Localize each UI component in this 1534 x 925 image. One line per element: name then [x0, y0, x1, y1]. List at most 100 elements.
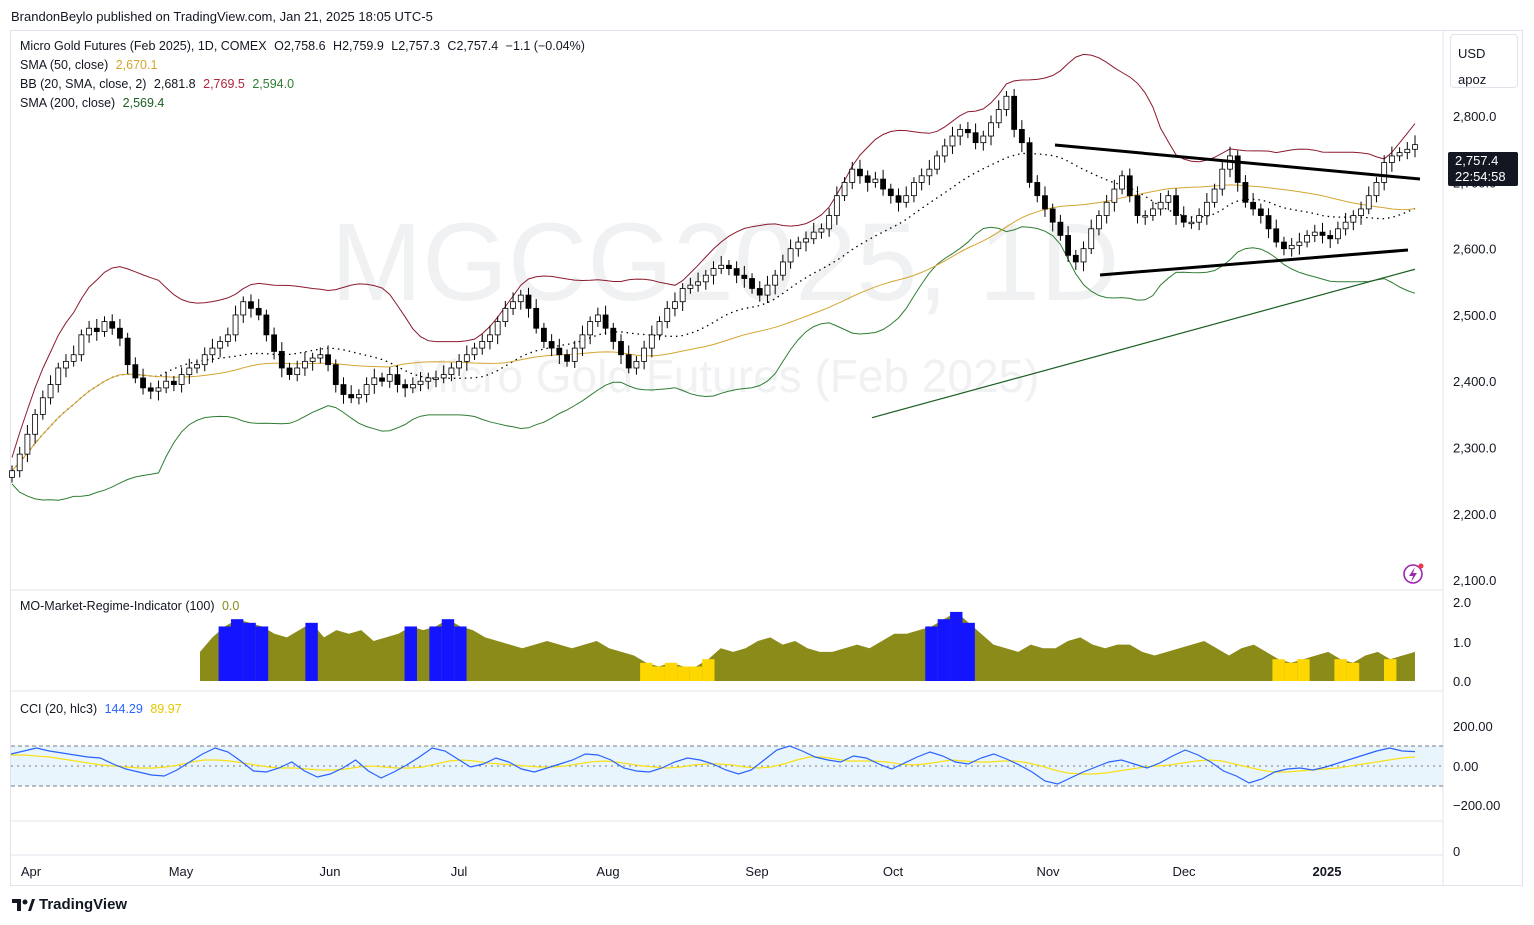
candle-body: [1381, 162, 1388, 183]
candle-body: [371, 377, 378, 385]
candle-body: [1311, 231, 1318, 236]
legend-symbol-row[interactable]: Micro Gold Futures (Feb 2025), 1D, COMEX…: [20, 39, 589, 53]
candle-body: [911, 182, 917, 197]
time-tick: Jul: [451, 864, 468, 879]
candle-body: [764, 284, 771, 296]
candle-body: [1173, 195, 1179, 216]
candle-body: [1049, 208, 1056, 223]
lower-trendline[interactable]: [1099, 248, 1409, 277]
candle-body: [302, 360, 308, 369]
bb-label: BB (20, SMA, close, 2): [20, 77, 147, 91]
bb-lower-line: [11, 226, 1416, 501]
candle-body: [140, 377, 146, 389]
candle-body: [1404, 148, 1411, 154]
regime-segment: [652, 666, 665, 681]
legend-sma200-row[interactable]: SMA (200, close) 2,569.4: [20, 96, 168, 110]
candle-body: [1203, 201, 1210, 216]
candle-body: [818, 228, 825, 233]
candle-body: [86, 327, 92, 336]
candle-body: [772, 274, 779, 286]
candle-body: [618, 341, 624, 356]
regime-segment: [677, 666, 690, 681]
candle-body: [47, 384, 54, 399]
last-price: 2,757.4: [1455, 153, 1499, 168]
mo-value: 0.0: [221, 599, 240, 613]
candle-body: [1103, 201, 1110, 216]
candle-body: [1088, 228, 1095, 250]
lightning-icon[interactable]: [1403, 563, 1424, 584]
candle-body: [494, 321, 501, 336]
regime-segment: [454, 626, 467, 681]
candle-body: [833, 195, 840, 216]
legend-change: −1.1 (−0.04%): [505, 39, 585, 53]
moving-averages: [11, 184, 1416, 472]
candle-body: [417, 380, 424, 385]
candle-body: [448, 367, 455, 376]
regime-tick: 0.0: [1453, 674, 1471, 689]
candle-body: [1111, 188, 1118, 203]
candle-body: [648, 334, 655, 349]
candle-body: [826, 215, 833, 230]
sma200-value: 2,569.4: [122, 96, 165, 110]
candle-body: [579, 334, 586, 349]
candle-body: [1034, 182, 1041, 197]
legend-low: L2,757.3: [391, 39, 440, 53]
candle-body: [402, 384, 409, 389]
candle-body: [16, 453, 23, 472]
candle-body: [170, 380, 177, 385]
candle-body: [903, 195, 910, 203]
candle-body: [271, 334, 277, 352]
candle-body: [147, 387, 154, 392]
candle-body: [32, 413, 39, 435]
regime-segment: [689, 666, 703, 681]
candle-body: [710, 268, 717, 276]
candle-body: [1080, 248, 1087, 263]
candle-body: [425, 377, 432, 382]
candle-body: [1065, 235, 1072, 256]
candle-body: [309, 357, 316, 362]
legend-cci-row[interactable]: CCI (20, hlc3) 144.29 89.97: [20, 702, 186, 716]
currency-label: USD: [1458, 46, 1486, 61]
candle-body: [541, 327, 547, 342]
candle-body: [386, 374, 393, 382]
candle-body: [1365, 195, 1372, 210]
regime-segment: [1384, 659, 1397, 681]
legend-bb-row[interactable]: BB (20, SMA, close, 2) 2,681.8 2,769.5 2…: [20, 77, 298, 91]
cci-line: [10, 745, 1416, 785]
candle-body: [641, 347, 648, 362]
candle-body: [1242, 182, 1249, 203]
candle-body: [934, 155, 940, 170]
candle-body: [872, 178, 879, 183]
candle-body: [78, 334, 85, 356]
candle-body: [610, 327, 617, 342]
candle-body: [1072, 254, 1079, 263]
candle-body: [440, 374, 447, 379]
candle-body: [1211, 188, 1218, 203]
candle-body: [155, 387, 162, 392]
candle-body: [810, 231, 817, 240]
upper-trendline[interactable]: [1054, 143, 1421, 181]
legend-mo-row[interactable]: MO-Market-Regime-Indicator (100) 0.0: [20, 599, 243, 613]
candlestick-series: [9, 88, 1418, 483]
time-tick: 2025: [1313, 864, 1342, 879]
candle-body: [117, 327, 123, 339]
candle-body: [880, 178, 886, 190]
candle-body: [1388, 155, 1395, 163]
candle-body: [363, 384, 370, 395]
candle-body: [1327, 235, 1334, 240]
candle-body: [63, 360, 69, 369]
candle-body: [1042, 195, 1048, 210]
candle-body: [525, 294, 532, 309]
regime-segment: [255, 626, 269, 681]
currency-selector[interactable]: USD apoz: [1450, 34, 1518, 88]
price-tick: 2,400.0: [1453, 374, 1496, 389]
candle-body: [332, 364, 339, 385]
candle-body: [1150, 208, 1156, 216]
bb-upper: 2,769.5: [203, 77, 245, 91]
regime-area: [200, 611, 1415, 681]
candle-body: [1234, 155, 1241, 183]
legend-sma50-row[interactable]: SMA (50, close) 2,670.1: [20, 58, 161, 72]
tradingview-logo[interactable]: TradingView: [11, 896, 127, 913]
time-axis[interactable]: Apr May Jun Jul Aug Sep Oct Nov Dec 2025: [21, 864, 1342, 879]
